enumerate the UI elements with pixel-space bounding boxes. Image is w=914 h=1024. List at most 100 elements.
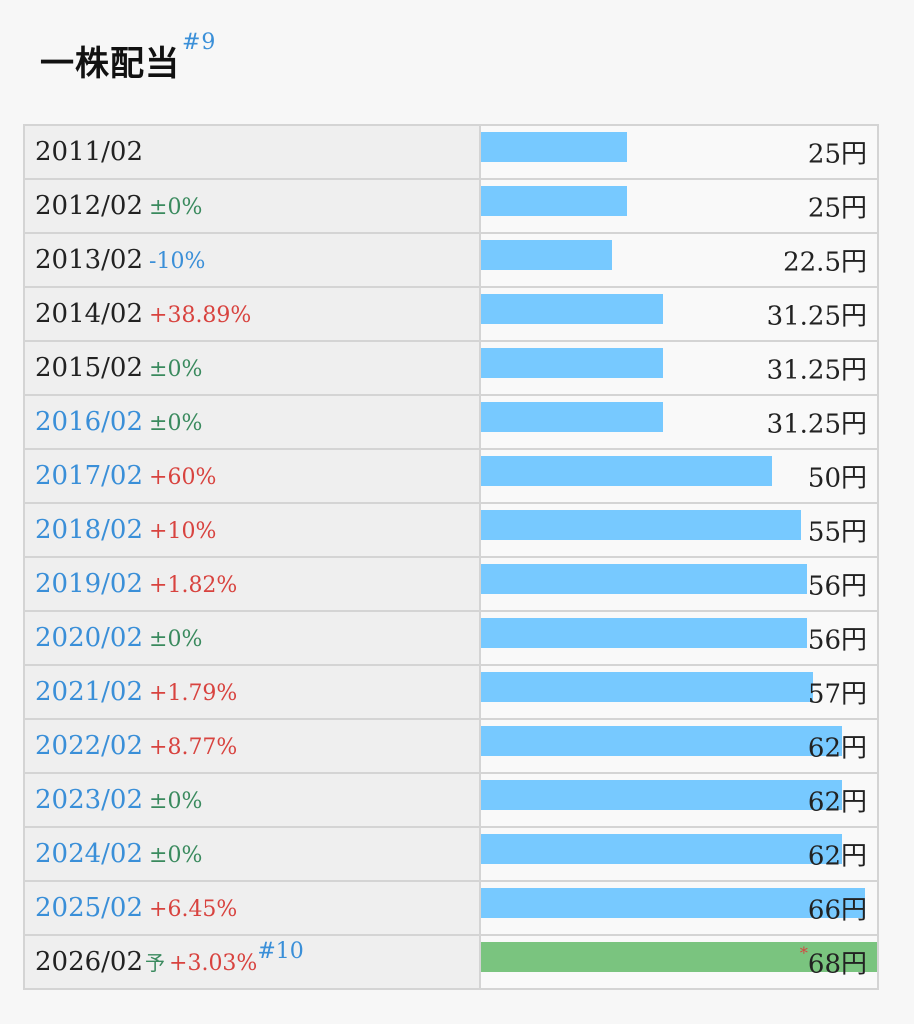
change-pct: ±0% (149, 195, 203, 220)
row-value: 31.25円 (479, 286, 879, 342)
dividend-bar (481, 510, 801, 540)
table-row: 2020/02 ±0% 56円 (23, 610, 879, 666)
row-label: 2017/02 +60% (23, 448, 481, 504)
change-pct: +38.89% (149, 303, 252, 328)
table-row: 2023/02 ±0% 62円 (23, 772, 879, 828)
period-label: 2020/02 (35, 623, 144, 653)
change-pct: ±0% (149, 843, 203, 868)
forecast-asterisk: * (799, 943, 808, 963)
dividend-bar (481, 888, 865, 918)
row-label: 2025/02 +6.45% (23, 880, 481, 936)
table-row: 2021/02 +1.79% 57円 (23, 664, 879, 720)
forecast-row: 2026/02 予 +3.03%#10 *68円 (23, 934, 879, 990)
row-value: 56円 (479, 610, 879, 666)
row-label: 2018/02 +10% (23, 502, 481, 558)
period-label: 2024/02 (35, 839, 144, 869)
period-label: 2016/02 (35, 407, 144, 437)
dividend-amount: 31.25円 (766, 301, 867, 332)
table-row: 2015/02 ±0% 31.25円 (23, 340, 879, 396)
table-row: 2022/02 +8.77% 62円 (23, 718, 879, 774)
period-label: 2021/02 (35, 677, 144, 707)
heading-footnote-link[interactable]: #9 (182, 30, 217, 55)
change-pct: +60% (149, 465, 217, 490)
dividend-table: 2011/02 25円 2012/02 ±0% 25円 2013/02 -10% 22.5円 2… (23, 124, 879, 990)
change-pct: +8.77% (149, 735, 238, 760)
change-pct: +6.45% (149, 897, 238, 922)
change-pct: +3.03% (169, 951, 258, 976)
dividend-bar (481, 834, 842, 864)
period-label: 2019/02 (35, 569, 144, 599)
change-pct: -10% (149, 249, 206, 274)
row-value: 25円 (479, 178, 879, 234)
table-row: 2012/02 ±0% 25円 (23, 178, 879, 234)
dividend-amount: 31.25円 (766, 355, 867, 386)
period-label: 2025/02 (35, 893, 144, 923)
period-label: 2022/02 (35, 731, 144, 761)
row-label: 2026/02 予 +3.03%#10 (23, 934, 481, 990)
dividend-amount: 62円 (807, 787, 867, 818)
period-label: 2026/02 (35, 947, 144, 977)
row-value: 31.25円 (479, 394, 879, 450)
section-heading: 一株配当#9 (40, 30, 216, 85)
row-label: 2012/02 ±0% (23, 178, 481, 234)
row-label: 2011/02 (23, 124, 481, 180)
row-value: 55円 (479, 502, 879, 558)
table-row: 2024/02 ±0% 62円 (23, 826, 879, 882)
row-value: 57円 (479, 664, 879, 720)
table-row: 2013/02 -10% 22.5円 (23, 232, 879, 288)
period-label: 2012/02 (35, 191, 144, 221)
row-label: 2014/02 +38.89% (23, 286, 481, 342)
row-label: 2015/02 ±0% (23, 340, 481, 396)
row-value: 62円 (479, 772, 879, 828)
table-row: 2025/02 +6.45% 66円 (23, 880, 879, 936)
row-value: 25円 (479, 124, 879, 180)
forecast-amount-wrap: *68円 (800, 944, 867, 981)
row-value: 66円 (479, 880, 879, 936)
change-pct: ±0% (149, 411, 203, 436)
period-label: 2014/02 (35, 299, 144, 329)
row-value: 62円 (479, 826, 879, 882)
dividend-amount: 62円 (807, 841, 867, 872)
table-row: 2011/02 25円 (23, 124, 879, 180)
row-label: 2021/02 +1.79% (23, 664, 481, 720)
dividend-bar (481, 564, 807, 594)
row-label: 2023/02 ±0% (23, 772, 481, 828)
change-pct: ±0% (149, 357, 203, 382)
row-value: 22.5円 (479, 232, 879, 288)
period-label: 2018/02 (35, 515, 144, 545)
section-title: 一株配当 (40, 44, 180, 84)
period-label: 2015/02 (35, 353, 144, 383)
dividend-amount: 50円 (807, 463, 867, 494)
period-label: 2023/02 (35, 785, 144, 815)
dividend-amount: 57円 (807, 679, 867, 710)
dividend-amount: 62円 (807, 733, 867, 764)
dividend-bar (481, 672, 813, 702)
table-row: 2018/02 +10% 55円 (23, 502, 879, 558)
change-pct: ±0% (149, 789, 203, 814)
dividend-bar (481, 402, 663, 432)
period-label: 2017/02 (35, 461, 144, 491)
dividend-bar (481, 726, 842, 756)
table-row: 2017/02 +60% 50円 (23, 448, 879, 504)
period-label: 2013/02 (35, 245, 144, 275)
forecast-bar (481, 942, 877, 972)
dividend-amount: 25円 (807, 193, 867, 224)
row-value: 62円 (479, 718, 879, 774)
forecast-mark: 予 (145, 951, 166, 975)
dividend-bar (481, 186, 627, 216)
dividend-amount: 56円 (807, 571, 867, 602)
forecast-footnote-link[interactable]: #10 (257, 939, 304, 964)
dividend-bar (481, 294, 663, 324)
change-pct: ±0% (149, 627, 203, 652)
row-value: 56円 (479, 556, 879, 612)
dividend-amount: 68円 (807, 949, 867, 980)
dividend-bar (481, 618, 807, 648)
dividend-bar (481, 456, 772, 486)
change-pct: +1.82% (149, 573, 238, 598)
row-value: 50円 (479, 448, 879, 504)
row-label: 2013/02 -10% (23, 232, 481, 288)
dividend-amount: 66円 (807, 895, 867, 926)
table-row: 2019/02 +1.82% 56円 (23, 556, 879, 612)
dividend-bar (481, 132, 627, 162)
row-label: 2019/02 +1.82% (23, 556, 481, 612)
